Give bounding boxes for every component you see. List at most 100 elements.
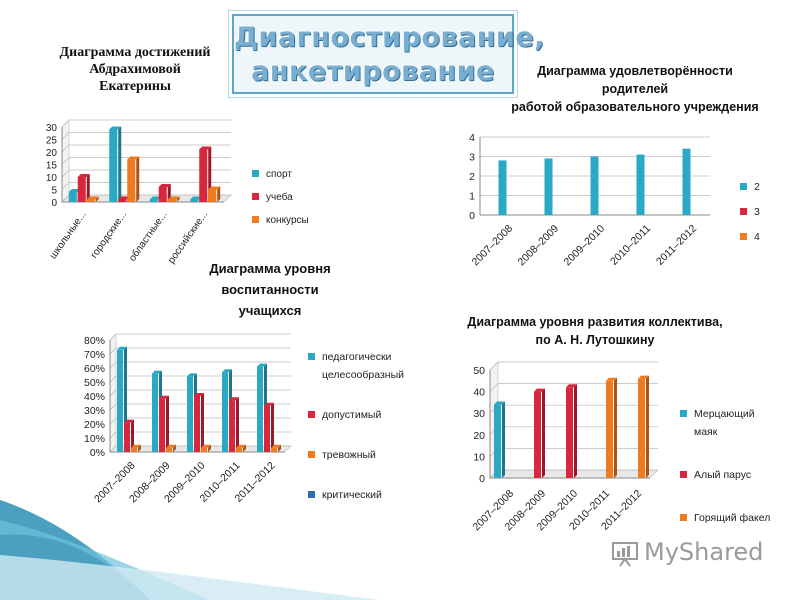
bar-side xyxy=(542,388,545,478)
y-tick-label: 10% xyxy=(84,433,105,445)
y-tick-label: 25 xyxy=(46,136,58,147)
legend-label: Горящий факел xyxy=(694,512,770,524)
bar xyxy=(544,158,553,215)
y-tick-label: 1 xyxy=(469,191,475,203)
legend-label: целесообразный xyxy=(322,369,404,381)
gridline xyxy=(109,333,117,341)
bar xyxy=(117,349,123,452)
y-tick-label: 3 xyxy=(469,152,475,164)
bar-top xyxy=(158,184,171,187)
bar-side xyxy=(173,444,176,452)
gridline xyxy=(489,383,499,392)
bar xyxy=(127,159,136,202)
y-tick-label: 4 xyxy=(469,132,475,144)
bar xyxy=(208,189,217,202)
legend-swatch xyxy=(252,193,259,200)
caption-achievements: Диаграмма достижений Абдрахимовой Екатер… xyxy=(40,44,230,95)
x-tick-label: 2009–2010 xyxy=(561,223,607,269)
bar-top xyxy=(109,126,122,130)
y-tick-label: 5 xyxy=(51,186,57,197)
bar-top xyxy=(166,444,176,448)
legend-label: Мерцающий xyxy=(694,408,755,420)
y-tick-label: 80% xyxy=(84,335,105,347)
legend-swatch xyxy=(308,491,315,498)
bar xyxy=(682,148,691,215)
caption-line: воспитанности xyxy=(221,282,319,297)
x-tick-label: российские... xyxy=(166,209,210,265)
bar-top xyxy=(86,196,99,200)
bar-top xyxy=(194,393,204,396)
bar xyxy=(149,199,158,202)
bar-top xyxy=(236,444,246,448)
bar-top xyxy=(187,373,197,377)
legend-label: спорт xyxy=(266,169,292,180)
caption-line: по А. Н. Лутошкину xyxy=(535,333,655,347)
legend-swatch xyxy=(308,353,315,360)
bar-side xyxy=(236,397,239,452)
legend-label: тревожный xyxy=(322,449,376,461)
gridline xyxy=(109,431,117,439)
bar xyxy=(636,154,645,215)
y-tick-label: 30% xyxy=(84,405,105,417)
legend-label: конкурсы xyxy=(266,215,309,226)
bar-top xyxy=(257,363,267,367)
gridline xyxy=(109,403,117,411)
legend-label: учеба xyxy=(266,191,293,203)
caption-line: Екатерины xyxy=(99,79,171,94)
y-tick-label: 0 xyxy=(51,198,57,209)
bar-side xyxy=(131,419,134,452)
gridline xyxy=(109,361,117,369)
bar-side xyxy=(217,186,221,202)
y-tick-label: 15 xyxy=(46,161,58,172)
chart-satisfaction: 0 1 2 3 4 2007–2008 2008–2009 2009–2010 2010–201… xyxy=(469,132,760,269)
bar-top xyxy=(117,346,127,350)
legend-label: Алый парус xyxy=(694,469,751,481)
bar xyxy=(638,378,645,478)
bar-top xyxy=(199,146,212,150)
gridline xyxy=(61,194,70,203)
logo-text: MyShared xyxy=(644,538,764,566)
gridline xyxy=(61,119,70,128)
bar-side xyxy=(614,377,617,478)
y-tick-label: 0% xyxy=(90,447,105,459)
x-tick-label: областные... xyxy=(126,209,169,264)
legend-swatch xyxy=(740,183,747,190)
gridline xyxy=(109,389,117,397)
legend-label: 4 xyxy=(754,231,760,243)
bar xyxy=(229,400,235,452)
y-tick-label: 20 xyxy=(46,148,58,159)
bar xyxy=(77,177,86,202)
x-tick-label: 2008–2009 xyxy=(515,223,561,269)
bar xyxy=(534,391,541,478)
bar xyxy=(159,398,165,452)
slide-title-line-1: Диагностирование, xyxy=(234,22,545,53)
bar-top xyxy=(159,395,169,399)
gridline xyxy=(61,144,70,153)
gridline xyxy=(109,347,117,355)
legend-swatch xyxy=(740,208,747,215)
bar xyxy=(166,447,172,452)
bar-top xyxy=(606,377,617,381)
caption-line: работой образовательного учреждения xyxy=(511,100,759,114)
bar-side xyxy=(271,402,274,452)
legend-label: маяк xyxy=(694,426,718,438)
bar-top xyxy=(208,186,221,190)
x-tick-label: 2010–2011 xyxy=(608,223,653,268)
y-tick-label: 30 xyxy=(46,123,58,134)
caption-upbringing: Диаграмма уровня воспитанности учащихся xyxy=(170,258,370,321)
x-tick-label: 2011–2012 xyxy=(654,223,699,268)
y-tick-label: 70% xyxy=(84,349,105,361)
bar xyxy=(124,422,130,452)
y-tick-label: 10 xyxy=(473,451,485,463)
bar-top xyxy=(494,401,505,405)
legend-swatch xyxy=(740,233,747,240)
caption-line: Диаграмма удовлетворённости xyxy=(537,64,733,78)
legend-swatch xyxy=(680,410,687,417)
bar xyxy=(158,187,167,202)
bar-side xyxy=(646,375,649,478)
bar xyxy=(167,199,176,202)
legend-swatch xyxy=(680,471,687,478)
bar-side xyxy=(243,444,246,452)
bar xyxy=(201,447,207,452)
gridline xyxy=(61,157,70,165)
